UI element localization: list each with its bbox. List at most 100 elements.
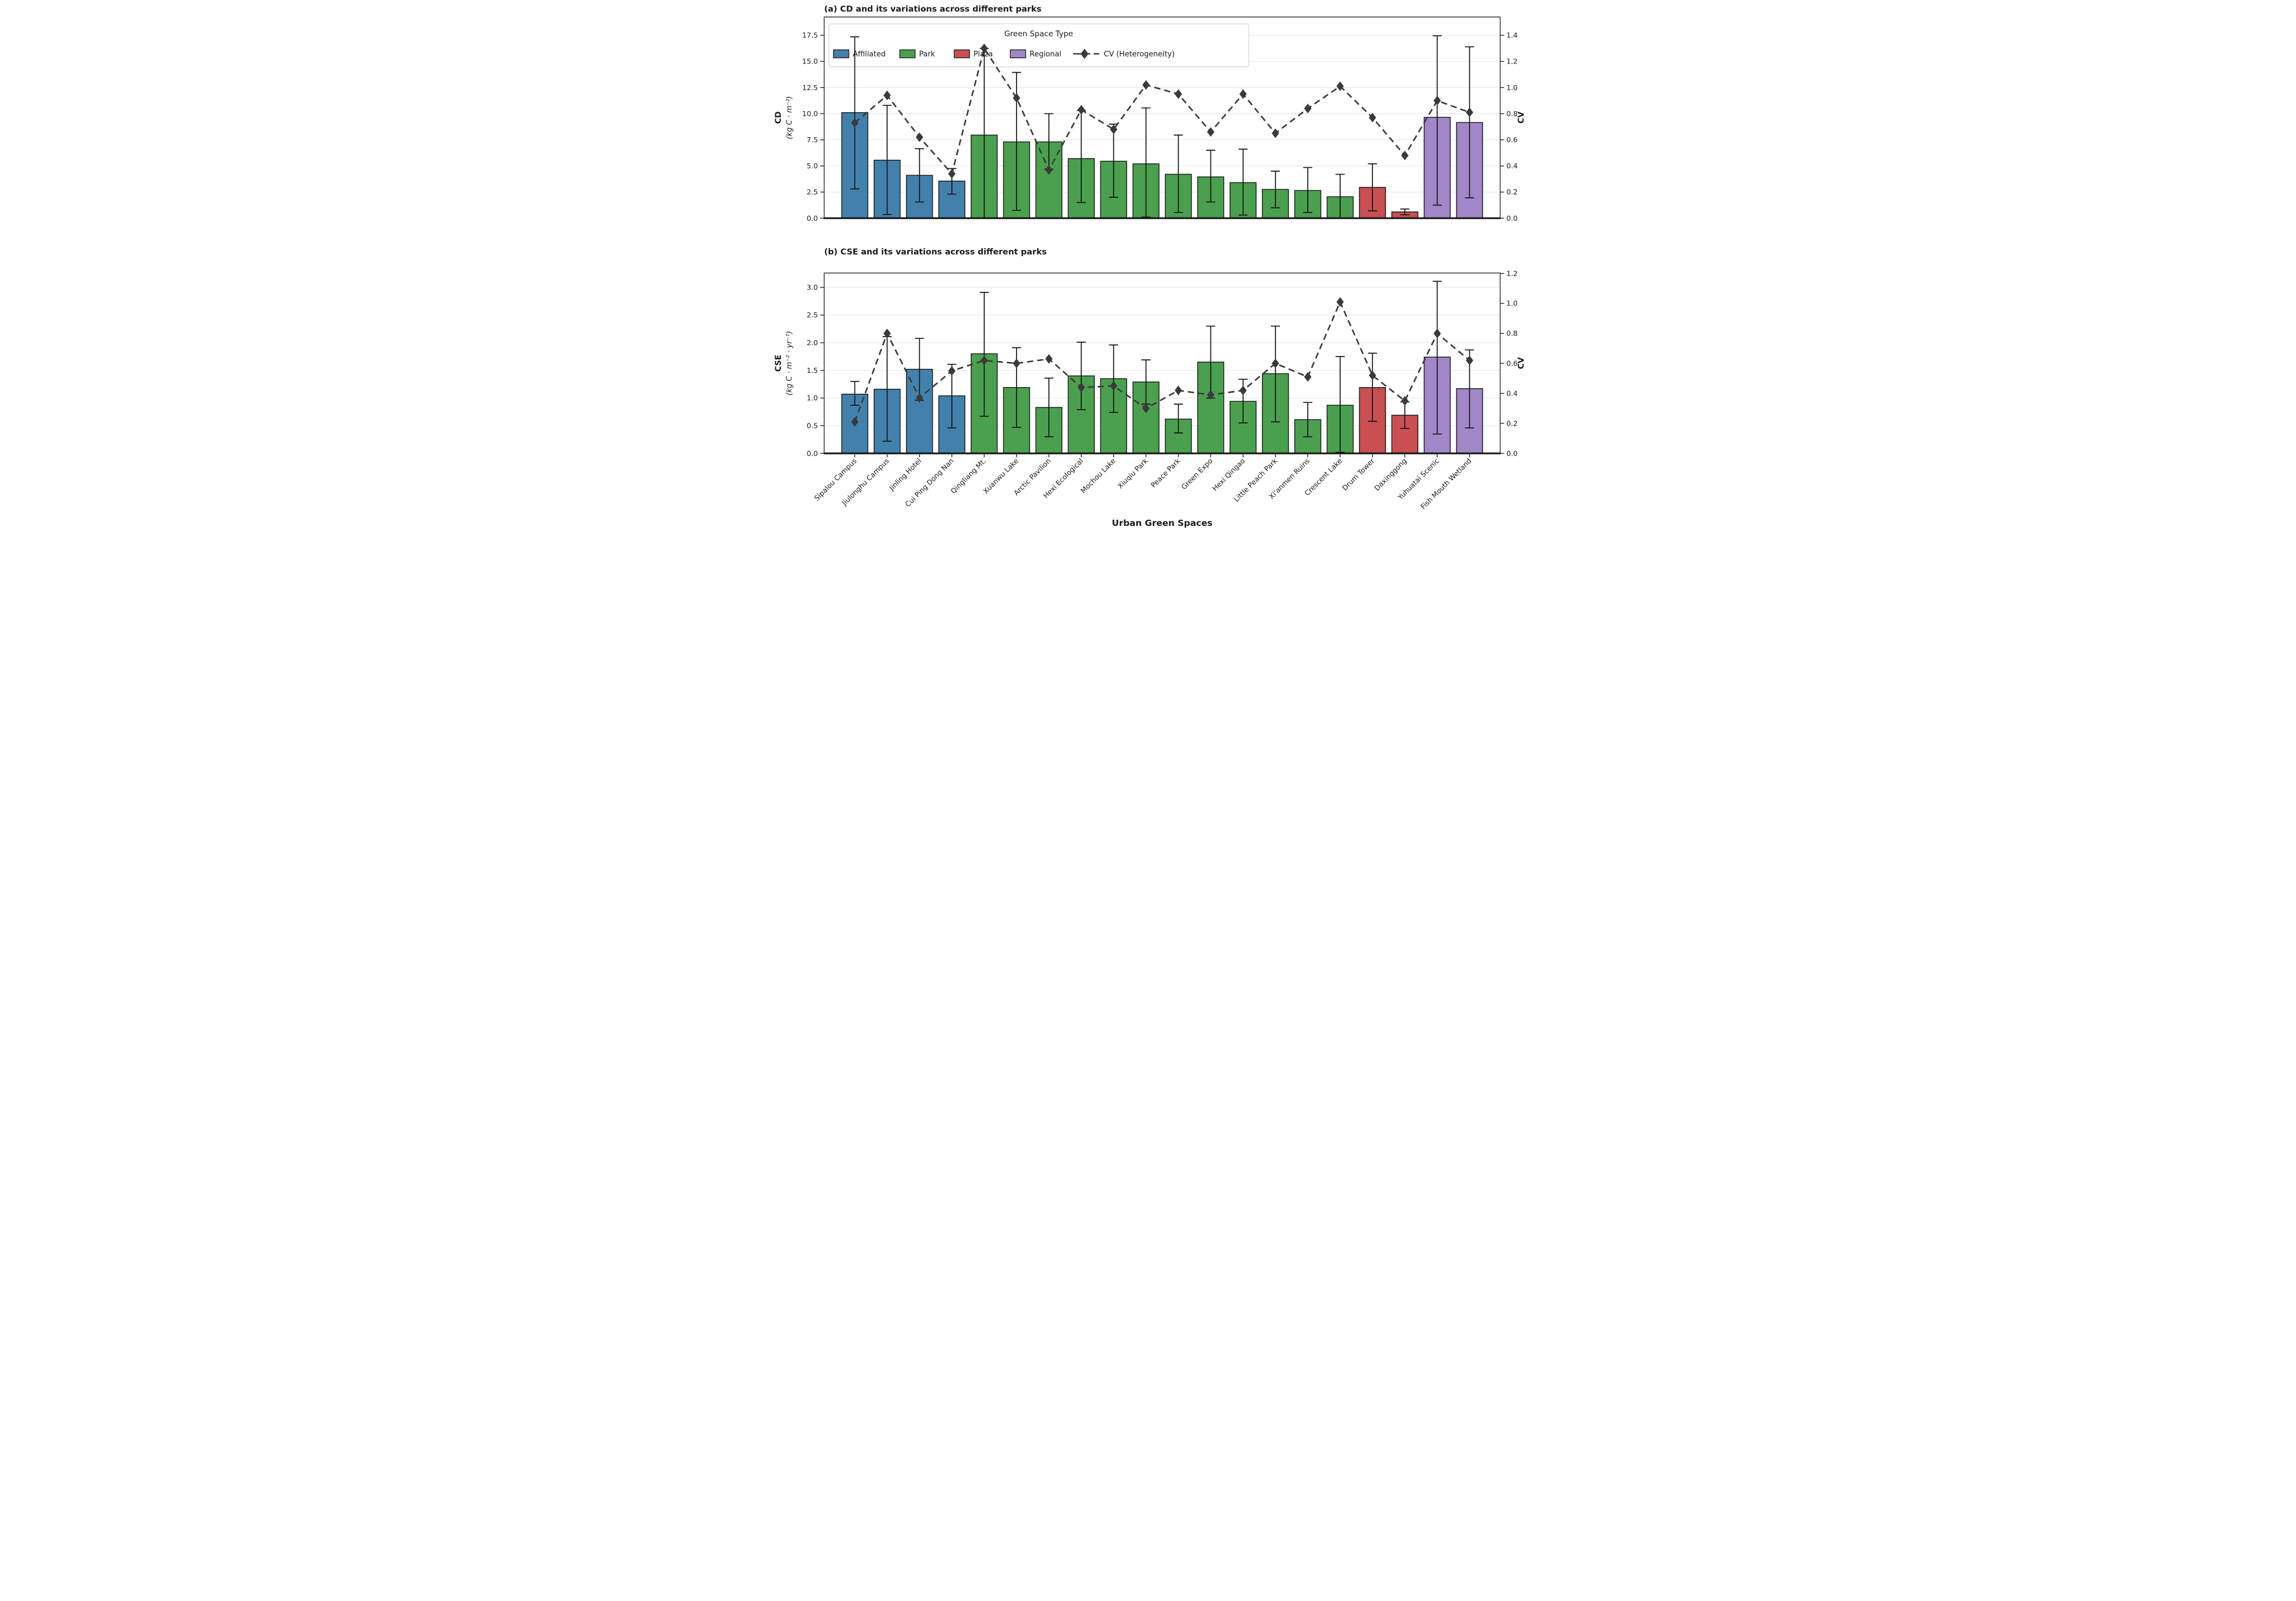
cv-diamond-marker xyxy=(1336,297,1344,307)
y-tick-label: 15.0 xyxy=(802,57,818,66)
y-tick-label: 3.0 xyxy=(806,283,818,291)
panel-b-gridlines xyxy=(824,287,1500,426)
y-tick-label: 2.5 xyxy=(806,188,818,196)
y-tick-label: 1.0 xyxy=(806,394,818,402)
y-tick-label: 2.0 xyxy=(806,338,818,347)
cv-diamond-marker xyxy=(1206,127,1214,137)
legend-swatch-regional xyxy=(1009,49,1026,58)
y-tick-label: 1.5 xyxy=(806,366,818,375)
cv-diamond-marker xyxy=(1433,96,1441,106)
legend-label-park: Park xyxy=(919,50,936,59)
panel-b-ylabel-units: (kg C · m⁻² · yr⁻¹) xyxy=(785,331,794,396)
cv-diamond-marker xyxy=(915,393,923,403)
cv-tick-label: 1.2 xyxy=(1506,57,1517,66)
legend-box xyxy=(828,23,1249,67)
cv-tick-label: 1.0 xyxy=(1506,83,1517,92)
cv-diamond-marker xyxy=(1239,385,1247,396)
cv-diamond-marker xyxy=(851,118,858,128)
panel-a-title: (a) CD and its variations across differe… xyxy=(824,5,1041,14)
cv-tick-label: 0.2 xyxy=(1506,188,1517,196)
cv-diamond-marker xyxy=(1142,80,1150,90)
figure-container: (a) CD and its variations across differe… xyxy=(765,0,1531,534)
cv-diamond-marker xyxy=(1433,328,1441,338)
cv-diamond-marker xyxy=(1336,81,1344,91)
legend-title: Green Space Type xyxy=(1004,29,1073,39)
cv-tick-label: 1.2 xyxy=(1506,269,1517,278)
cv-diamond-marker xyxy=(1206,390,1214,400)
cv-tick-label: 0.8 xyxy=(1506,329,1517,338)
panel-b-title: (b) CSE and its variations across differ… xyxy=(824,248,1047,257)
cv-tick-label: 0.0 xyxy=(1506,449,1517,457)
y-tick-label: 0.0 xyxy=(806,214,818,222)
cv-diamond-marker xyxy=(1013,358,1021,368)
cv-tick-label: 0.0 xyxy=(1506,214,1517,222)
panel-a-ylabel-units: (kg C · m⁻²) xyxy=(785,96,794,139)
cv-diamond-marker xyxy=(1239,89,1247,99)
cv-diamond-marker xyxy=(1174,89,1182,99)
cv-diamond-marker xyxy=(1303,372,1311,382)
cv-diamond-marker xyxy=(947,366,955,376)
cv-diamond-marker xyxy=(1045,165,1053,175)
panel-a-ylabel: CD xyxy=(774,112,783,124)
legend-swatch-park xyxy=(899,49,916,58)
y-tick-label: 7.5 xyxy=(806,135,818,144)
cv-diamond-marker xyxy=(1303,103,1311,113)
cv-diamond-marker xyxy=(883,90,891,100)
legend-label-regional: Regional xyxy=(1030,50,1061,59)
cv-tick-label: 0.4 xyxy=(1506,389,1517,397)
cv-tick-label: 0.6 xyxy=(1506,135,1517,144)
y-tick-label: 0.0 xyxy=(806,449,818,457)
cv-tick-label: 0.6 xyxy=(1506,359,1517,368)
cv-diamond-marker xyxy=(1401,150,1409,160)
panel-a-cv-line xyxy=(851,43,1473,179)
cv-diamond-marker xyxy=(1465,107,1473,117)
x-axis-title: Urban Green Spaces xyxy=(1112,518,1213,528)
y-tick-label: 5.0 xyxy=(806,162,818,170)
y-tick-label: 2.5 xyxy=(806,311,818,319)
legend-swatch-plaza xyxy=(953,49,970,58)
cv-diamond-marker xyxy=(1109,381,1117,391)
cv-diamond-marker xyxy=(1045,354,1053,364)
y-tick-label: 0.5 xyxy=(806,421,818,430)
panel-b: (b) CSE and its variations across differ… xyxy=(774,248,1526,457)
cv-diamond-marker xyxy=(980,355,988,366)
panel-a-left-axis: 0.0 2.5 5.0 7.5 10.0 12.5 15.0 17.5 xyxy=(802,31,824,222)
cv-diamond-marker xyxy=(1271,358,1279,368)
cv-diamond-marker xyxy=(1174,385,1182,396)
y-tick-label: 17.5 xyxy=(802,31,818,40)
panel-b-ylabel: CSE xyxy=(774,355,783,372)
cv-diamond-marker xyxy=(1368,113,1376,122)
cv-diamond-marker xyxy=(980,43,988,53)
cv-heterogeneity-line xyxy=(854,46,1470,176)
legend-label-affiliated: Affiliated xyxy=(853,50,886,59)
panel-b-right-axis: 0.0 0.2 0.4 0.6 0.8 1.0 1.2 xyxy=(1500,269,1517,457)
cv-tick-label: 0.8 xyxy=(1506,109,1517,118)
cv-tick-label: 0.2 xyxy=(1506,419,1517,427)
cv-tick-label: 1.0 xyxy=(1506,299,1517,308)
panel-b-left-axis: 0.0 0.5 1.0 1.5 2.0 2.5 3.0 xyxy=(806,283,824,457)
y-tick-label: 12.5 xyxy=(802,83,818,92)
y-tick-label: 10.0 xyxy=(802,109,818,118)
dual-panel-bar-cv-chart: (a) CD and its variations across differe… xyxy=(765,0,1531,534)
panel-a-right-axis: 0.0 0.2 0.4 0.6 0.8 1.0 1.2 1.4 xyxy=(1500,31,1517,222)
cv-diamond-marker xyxy=(1271,128,1279,138)
legend-label-cv: CV (Heterogeneity) xyxy=(1104,50,1175,59)
cv-tick-label: 0.4 xyxy=(1506,162,1517,170)
cv-diamond-marker xyxy=(1077,383,1085,393)
panel-a: (a) CD and its variations across differe… xyxy=(774,5,1526,223)
cv-diamond-marker xyxy=(883,328,891,338)
cv-diamond-marker xyxy=(947,169,955,179)
cv-diamond-marker xyxy=(1465,355,1473,366)
cv-diamond-marker xyxy=(1401,396,1409,406)
panel-b-error-bars xyxy=(850,281,1474,453)
cv-tick-label: 1.4 xyxy=(1506,31,1517,40)
panel-b-right-axis-label: CV xyxy=(1517,357,1526,369)
cv-diamond-marker xyxy=(1109,124,1117,134)
panel-a-right-axis-label: CV xyxy=(1517,112,1526,124)
cv-heterogeneity-line xyxy=(853,300,1470,422)
cv-diamond-marker xyxy=(1368,370,1376,380)
cv-diamond-marker xyxy=(915,132,923,142)
legend-cv-diamond xyxy=(1080,49,1089,59)
cv-diamond-marker xyxy=(1013,93,1021,103)
